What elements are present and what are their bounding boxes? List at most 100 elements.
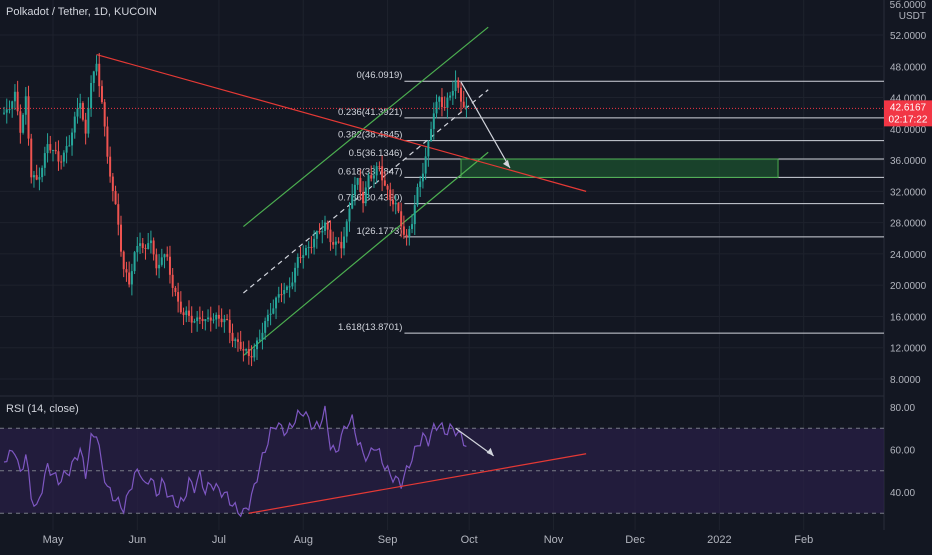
candle-body	[313, 238, 316, 248]
candle-body	[310, 246, 313, 248]
candle-body	[174, 287, 177, 293]
y-tick-label: 16.0000	[890, 312, 927, 323]
candle-body	[299, 257, 302, 259]
candle-body	[465, 105, 468, 108]
candle-body	[367, 175, 370, 188]
candle-body	[141, 243, 144, 248]
fib-level-label: 0.786(30.4390)	[338, 193, 402, 204]
candle-body	[408, 229, 411, 237]
candle-body	[454, 80, 457, 92]
candle-body	[402, 226, 405, 235]
candle-body	[30, 138, 33, 178]
candle-body	[304, 248, 307, 256]
candle-body	[397, 202, 400, 212]
price-unit-label: USDT	[898, 11, 926, 22]
candle-body	[84, 119, 87, 134]
y-tick-label: 20.0000	[890, 281, 927, 292]
candle-body	[443, 107, 446, 109]
candle-body	[120, 224, 122, 252]
candle-body	[340, 241, 343, 249]
x-tick-label: Oct	[461, 534, 478, 546]
candle-body	[57, 151, 60, 162]
candle-body	[201, 318, 204, 322]
candle-body	[87, 108, 90, 134]
candle-body	[296, 257, 299, 268]
candle-body	[171, 274, 174, 288]
candle-body	[236, 339, 239, 342]
rsi-y-tick-label: 60.00	[890, 446, 915, 457]
candle-body	[430, 129, 433, 142]
candle-body	[73, 116, 76, 133]
rsi-projection-arrow-head	[486, 447, 494, 456]
x-tick-label: Dec	[625, 534, 645, 546]
candle-body	[432, 113, 435, 130]
candle-body	[343, 236, 346, 249]
demand-zone	[460, 158, 779, 178]
candle-body	[188, 310, 190, 316]
candle-body	[348, 208, 351, 222]
candle-body	[332, 242, 335, 245]
fib-level-label: 0.618(33.7847)	[338, 166, 402, 177]
candle-body	[179, 301, 182, 313]
candle-body	[421, 173, 424, 182]
x-tick-label: Jul	[212, 534, 226, 546]
rsi-legend[interactable]: RSI (14, close)	[6, 403, 79, 415]
candle-body	[149, 240, 152, 244]
candle-body	[220, 318, 223, 323]
candle-body	[41, 167, 44, 178]
candle-body	[60, 161, 63, 163]
candle-body	[177, 292, 180, 302]
candle-body	[261, 332, 264, 340]
candle-body	[90, 82, 93, 109]
candle-body	[329, 229, 332, 243]
candle-body	[321, 230, 324, 233]
candle-body	[193, 321, 196, 323]
candle-body	[198, 317, 201, 319]
y-tick-label: 28.0000	[890, 219, 927, 230]
candle-body	[228, 319, 231, 333]
fib-level-label: 0.236(41.3921)	[338, 107, 402, 118]
candle-body	[405, 234, 408, 237]
candle-body	[217, 314, 220, 319]
candle-body	[427, 141, 430, 157]
fib-level-label: 0(46.0919)	[356, 70, 402, 81]
candle-body	[76, 108, 79, 117]
last-price-value: 42.6167	[890, 102, 927, 113]
candle-body	[449, 95, 452, 98]
candle-body	[307, 246, 310, 249]
candle-body	[440, 97, 443, 108]
candle-body	[196, 317, 199, 322]
x-tick-label: 2022	[707, 534, 731, 546]
candle-body	[256, 340, 258, 350]
candle-body	[245, 349, 248, 351]
candle-body	[117, 204, 120, 225]
candle-body	[231, 332, 234, 341]
rsi-y-tick-label: 40.00	[890, 488, 915, 499]
candle-body	[324, 222, 326, 231]
fib-level-label: 1.618(13.8701)	[338, 322, 402, 333]
candle-body	[160, 257, 163, 265]
candle-body	[302, 255, 305, 258]
candle-body	[147, 243, 150, 249]
y-tick-label: 36.0000	[890, 156, 927, 167]
candle-body	[375, 166, 378, 176]
candle-body	[234, 339, 237, 341]
y-tick-label: 8.0000	[890, 375, 921, 386]
candle-body	[16, 91, 19, 112]
last-price-countdown: 02:17:22	[889, 114, 928, 125]
candle-body	[283, 290, 286, 295]
candle-body	[152, 240, 155, 255]
symbol-legend[interactable]: Polkadot / Tether, 1D, KUCOIN	[6, 6, 157, 18]
candle-body	[400, 211, 403, 227]
candle-body	[106, 126, 109, 157]
candle-body	[266, 314, 269, 322]
candle-body	[19, 111, 22, 133]
candle-body	[155, 254, 158, 269]
candle-body	[35, 175, 38, 180]
candle-body	[65, 146, 68, 153]
candle-body	[386, 185, 389, 190]
projection-arrow	[460, 81, 511, 169]
candle-body	[133, 252, 136, 272]
rsi-projection-arrow	[455, 427, 494, 457]
candle-body	[62, 152, 65, 162]
